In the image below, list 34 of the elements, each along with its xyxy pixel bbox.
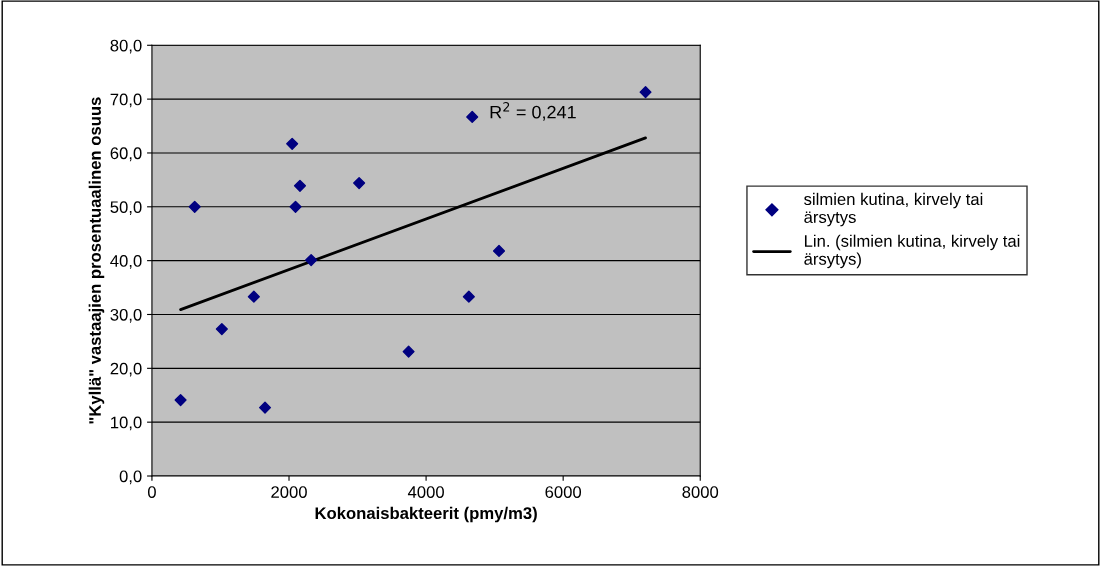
point bbox=[402, 345, 415, 358]
point bbox=[466, 110, 479, 123]
point bbox=[286, 137, 299, 150]
point bbox=[215, 322, 228, 336]
point bbox=[188, 200, 201, 213]
point bbox=[258, 401, 272, 414]
point bbox=[462, 290, 475, 303]
y-tick-label: 20,0 bbox=[110, 362, 142, 377]
y-tick-label: 70,0 bbox=[110, 93, 142, 108]
x-tick-label: 2000 bbox=[271, 486, 307, 498]
annotation: R$^{2}$ = 0,241 bbox=[490, 102, 576, 121]
y-tick-label: 10,0 bbox=[111, 416, 142, 431]
point bbox=[305, 254, 318, 267]
y-tick-label: 80,0 bbox=[110, 39, 142, 54]
point bbox=[174, 394, 187, 407]
point bbox=[289, 200, 302, 213]
y-axis-title: "Kyllä" vastaajien prosentuaalinen osuus bbox=[88, 97, 105, 424]
y-tick-label: 30,0 bbox=[110, 308, 142, 323]
y-tick-label: 50,0 bbox=[110, 201, 142, 215]
legend-label: Lin. (silmien kutina, kirvely tai ärsytys) bbox=[804, 234, 1020, 269]
y-tick-label: 40,0 bbox=[110, 255, 142, 269]
legend-label: silmien kutina, kirvely tai ärsytys bbox=[804, 192, 983, 227]
point bbox=[353, 177, 366, 190]
x-tick-label: 4000 bbox=[407, 486, 444, 498]
point bbox=[247, 290, 260, 303]
x-tick-label: 0 bbox=[147, 486, 156, 498]
x-axis-title: Kokonaisbakteerit (pmy/m3) bbox=[315, 506, 537, 523]
y-tick-label: 60,0 bbox=[110, 147, 142, 162]
point bbox=[293, 179, 307, 192]
point bbox=[492, 244, 506, 258]
x-tick-label: 8000 bbox=[682, 486, 719, 498]
x-tick-label: 6000 bbox=[545, 486, 582, 498]
point bbox=[639, 86, 652, 99]
y-tick-label: 0,0 bbox=[119, 470, 142, 485]
